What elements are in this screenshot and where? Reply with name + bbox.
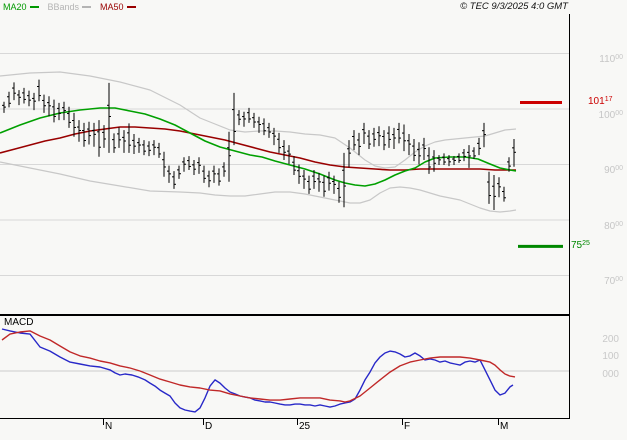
price-axis-label-9000: 9000 (604, 165, 623, 176)
legend-ma20-swatch (29, 6, 39, 8)
copyright-text: © TEC 9/3/2025 4:0 GMT (460, 1, 568, 12)
price-axis-label-11000: 11000 (599, 54, 623, 65)
macd-panel-title: MACD (4, 317, 34, 328)
macd-axis-label-100: 100 (602, 351, 619, 362)
macd-axis-label-200: 200 (602, 334, 619, 345)
support-level-label: 7525 (571, 240, 590, 251)
macd-axis-label-000: 000 (602, 369, 619, 380)
chart-legend: MA20 BBands MA50 (3, 2, 145, 12)
price-axis-label-7000: 7000 (604, 276, 623, 287)
price-axis-label-8000: 8000 (604, 221, 623, 232)
legend-ma50-label: MA50 (100, 2, 124, 12)
x-axis-label-december: D (205, 421, 213, 432)
x-axis-label-february: F (404, 421, 411, 432)
x-axis-label-march: M (500, 421, 509, 432)
legend-bbands-label: BBands (47, 2, 80, 12)
current-price-label: 10117 (588, 96, 613, 107)
legend-ma50-swatch (126, 6, 136, 8)
legend-ma20-label: MA20 (3, 2, 27, 12)
legend-bbands-swatch (82, 6, 92, 8)
price-axis-label-10000: 10000 (598, 110, 623, 121)
x-axis-label-2025: 25 (299, 421, 311, 432)
x-axis-label-november: N (105, 421, 113, 432)
